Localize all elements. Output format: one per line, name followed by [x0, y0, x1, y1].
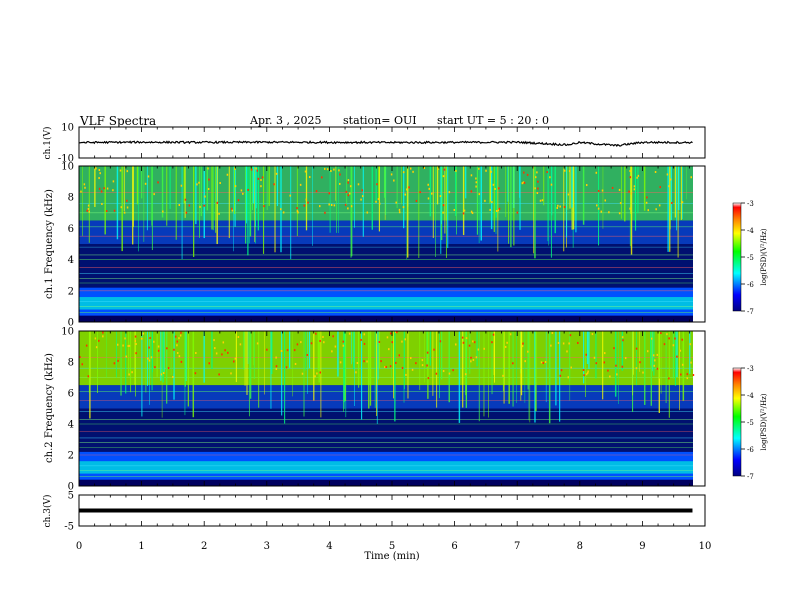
x-tick-label: 2	[201, 541, 207, 552]
colorbar-tick-label: -5	[747, 419, 754, 427]
y-tick-label: 0	[68, 318, 74, 329]
start-time-label: start UT = 5 : 20 : 0	[437, 114, 550, 127]
y-tick-label: 10	[61, 327, 74, 338]
ch1-colorbar	[732, 202, 742, 312]
ch2-colorbar-label: log(PSD)(V²/Hz)	[760, 393, 768, 450]
colorbar-ticks: -3 -4 -5 -6 -7 log(PSD)(V²/Hz) -3 -4 -5 -6 -7 log(P…	[741, 200, 768, 481]
x-tick-label: 5	[389, 541, 395, 552]
y-tick-label: -5	[64, 522, 74, 533]
y-tick-label: 6	[68, 224, 74, 235]
y-tick-label: 5	[68, 491, 74, 502]
x-tick-label: 3	[264, 541, 270, 552]
x-axis-label: Time (min)	[364, 551, 419, 562]
ch1-waveform-trace	[78, 140, 693, 147]
colorbar-tick-label: -4	[747, 227, 754, 235]
ch2-spectrogram-ylabel: ch.2 Frequency (kHz)	[44, 353, 55, 463]
ch1-waveform-ylabel: ch.1(V)	[42, 127, 53, 160]
colorbar-tick-label: -7	[747, 473, 754, 481]
y-tick-label: 2	[68, 451, 74, 462]
colorbar-tick-label: -7	[747, 308, 754, 316]
colorbar-tick-label: -4	[747, 392, 754, 400]
ch2-spectrogram	[79, 331, 695, 486]
x-tick-label: 4	[326, 541, 332, 552]
y-tick-label: 4	[68, 420, 74, 431]
colorbar-tick-label: -3	[747, 365, 754, 373]
station-label: station= OUI	[343, 114, 417, 127]
x-tick-label: 7	[514, 541, 520, 552]
chart-title: VLF Spectra	[80, 114, 157, 128]
ch1-spectrogram-ylabel: ch.1 Frequency (kHz)	[44, 189, 55, 299]
date-label: Apr. 3 , 2025	[250, 114, 322, 127]
y-tick-label: 0	[68, 482, 74, 493]
y-tick-label: 4	[68, 255, 74, 266]
x-tick-label: 6	[451, 541, 457, 552]
ch1-spectrogram	[79, 166, 693, 322]
ch3-waveform-ylabel: ch.3(V)	[42, 495, 53, 528]
y-tick-label: 6	[68, 389, 74, 400]
x-tick-label: 9	[639, 541, 645, 552]
colorbar-tick-label: -6	[747, 446, 754, 454]
y-tick-label: 10	[61, 123, 74, 134]
y-tick-label: 8	[68, 193, 74, 204]
ch1-colorbar-label: log(PSD)(V²/Hz)	[760, 228, 768, 285]
y-tick-label: -10	[58, 154, 74, 165]
x-tick-label: 8	[577, 541, 583, 552]
x-tick-label: 1	[138, 541, 144, 552]
x-tick-label: 10	[699, 541, 712, 552]
axis-ticks	[78, 127, 706, 526]
y-tick-label: 2	[68, 286, 74, 297]
colorbar-tick-label: -5	[747, 254, 754, 262]
ch2-colorbar	[732, 367, 742, 477]
x-tick-label: 0	[76, 541, 82, 552]
y-tick-label: 8	[68, 358, 74, 369]
colorbar-tick-label: -6	[747, 281, 754, 289]
colorbar-tick-label: -3	[747, 200, 754, 208]
y-tick-label: 10	[61, 162, 74, 173]
